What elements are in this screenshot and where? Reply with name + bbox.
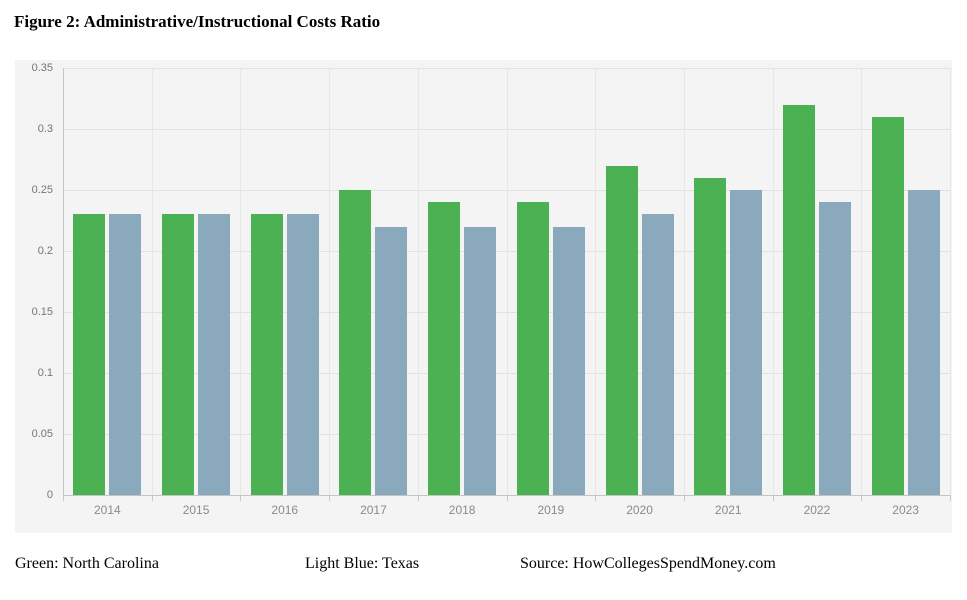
bar-chart: 0 0.05 0.1 0.15 0.2 0.25 0.3 0.35 2014 2015 2016 20… bbox=[15, 60, 952, 533]
bar-north-carolina-2021 bbox=[694, 177, 727, 495]
y-axis-tick-label: 0 bbox=[46, 489, 53, 501]
y-axis-tick-label: 0.1 bbox=[37, 367, 53, 379]
x-axis-tick-label: 2014 bbox=[93, 503, 121, 517]
figure-title: Figure 2: Administrative/Instructional C… bbox=[14, 12, 381, 31]
y-axis-tick-label: 0.3 bbox=[37, 123, 53, 135]
x-axis-tick-label: 2021 bbox=[714, 503, 742, 517]
bar-texas-2018 bbox=[464, 226, 497, 495]
gridline-vertical bbox=[950, 68, 951, 495]
x-axis-tick-mark bbox=[861, 495, 863, 501]
x-axis-tick-label: 2017 bbox=[360, 503, 387, 517]
gridline-vertical bbox=[329, 68, 331, 495]
bar-north-carolina-2018 bbox=[428, 202, 461, 495]
x-axis-tick-label: 2022 bbox=[803, 503, 831, 517]
x-axis-tick-label: 2016 bbox=[271, 503, 299, 517]
bar-texas-2014 bbox=[109, 214, 142, 495]
bar-texas-2016 bbox=[286, 214, 319, 495]
bar-north-carolina-2016 bbox=[250, 214, 283, 495]
bar-texas-2017 bbox=[375, 226, 408, 495]
gridline-vertical bbox=[861, 68, 863, 495]
x-axis-tick-mark bbox=[240, 495, 242, 501]
x-axis-tick-label: 2015 bbox=[182, 503, 210, 517]
bar-texas-2021 bbox=[730, 190, 763, 495]
gridline-vertical bbox=[240, 68, 242, 495]
x-axis-tick-mark bbox=[683, 495, 685, 501]
source-label: Source: HowCollegesSpendMoney.com bbox=[520, 555, 776, 572]
gridline-vertical bbox=[683, 68, 685, 495]
x-axis-tick-label: 2020 bbox=[626, 503, 653, 517]
x-axis-tick-mark bbox=[950, 495, 951, 501]
bar-texas-2023 bbox=[907, 190, 940, 495]
bar-texas-2022 bbox=[818, 202, 851, 495]
bar-north-carolina-2023 bbox=[871, 116, 904, 495]
y-axis-tick-label: 0.25 bbox=[31, 184, 53, 196]
gridline-vertical bbox=[506, 68, 508, 495]
x-axis-tick-label: 2019 bbox=[537, 503, 565, 517]
legend-footer: Green: North Carolina Light Blue: Texas … bbox=[0, 555, 967, 581]
y-axis-line bbox=[63, 68, 64, 500]
x-axis-tick-mark bbox=[506, 495, 508, 501]
bar-texas-2020 bbox=[641, 214, 674, 495]
x-axis-tick-mark bbox=[63, 495, 64, 501]
y-axis-tick-label: 0.2 bbox=[37, 245, 53, 257]
y-axis-tick-label: 0.35 bbox=[31, 62, 53, 74]
bar-texas-2015 bbox=[198, 214, 231, 495]
legend-green-label: Green: North Carolina bbox=[15, 555, 159, 572]
x-axis-tick-label: 2018 bbox=[448, 503, 476, 517]
bar-north-carolina-2019 bbox=[516, 202, 549, 495]
bar-north-carolina-2014 bbox=[73, 214, 106, 495]
x-axis-tick-mark bbox=[772, 495, 774, 501]
bar-north-carolina-2017 bbox=[339, 190, 372, 495]
gridline-vertical bbox=[772, 68, 774, 495]
x-axis-tick-label: 2023 bbox=[892, 503, 919, 517]
x-axis-tick-mark bbox=[417, 495, 419, 501]
y-axis-tick-label: 0.15 bbox=[31, 306, 53, 318]
bar-texas-2019 bbox=[552, 226, 585, 495]
bar-north-carolina-2022 bbox=[782, 104, 815, 495]
x-axis-tick-mark bbox=[151, 495, 153, 501]
gridline-vertical bbox=[417, 68, 419, 495]
gridline-vertical bbox=[151, 68, 153, 495]
gridline-vertical bbox=[595, 68, 597, 495]
legend-blue-label: Light Blue: Texas bbox=[305, 555, 420, 572]
bar-north-carolina-2015 bbox=[162, 214, 195, 495]
x-axis-tick-mark bbox=[595, 495, 597, 501]
x-axis-tick-mark bbox=[329, 495, 331, 501]
y-axis-tick-label: 0.05 bbox=[31, 428, 53, 440]
bar-north-carolina-2020 bbox=[605, 165, 638, 495]
